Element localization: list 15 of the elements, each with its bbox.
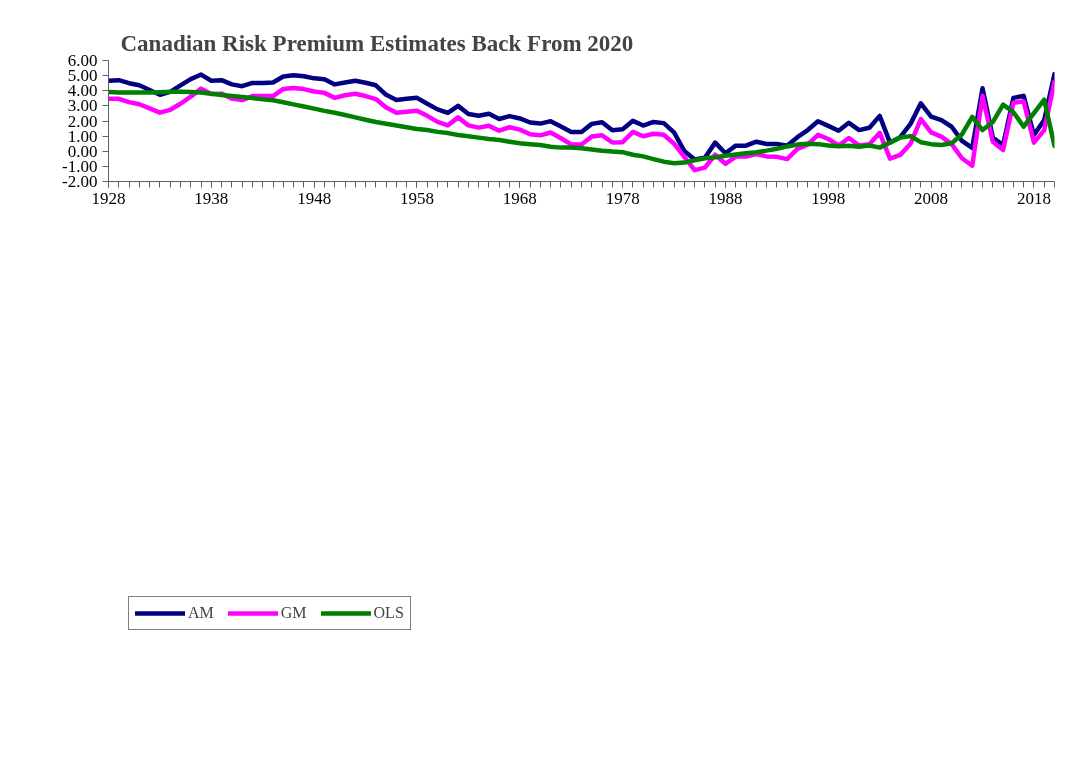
- chart-title: Canadian Risk Premium Estimates Back From 2020: [120, 30, 634, 56]
- x-tick-label: 1948: [297, 188, 332, 208]
- line-series: [108, 89, 1055, 166]
- legend-label: OLS: [373, 604, 404, 622]
- x-tick-label: 2008: [914, 188, 949, 208]
- x-tick-label: 1988: [708, 188, 743, 208]
- x-tick-label: 1958: [399, 188, 434, 208]
- x-tick-label: 1928: [91, 188, 126, 208]
- x-tick-label: 1998: [811, 188, 846, 208]
- x-tick-label: 1978: [605, 188, 640, 208]
- legend-label: GM: [280, 604, 307, 622]
- x-tick-label: 1968: [502, 188, 537, 208]
- x-tick-label: 2018: [1016, 188, 1051, 208]
- legend-label: AM: [188, 604, 214, 622]
- x-tick-label: 1938: [194, 188, 229, 208]
